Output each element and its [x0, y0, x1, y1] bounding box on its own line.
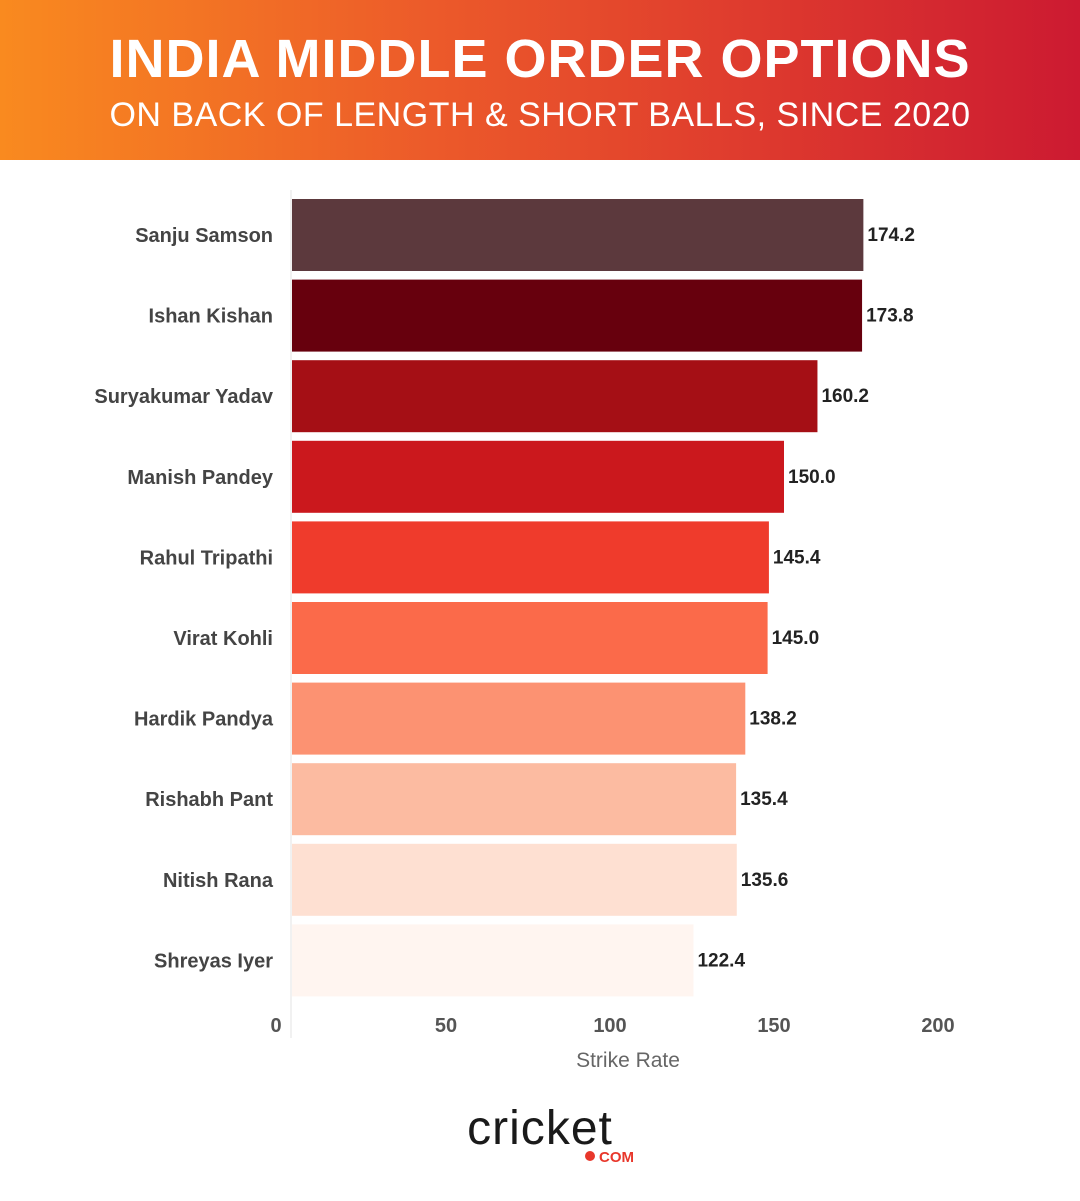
value-label: 160.2	[821, 386, 869, 407]
category-label: Rahul Tripathi	[140, 547, 273, 569]
bar-shreyas-iyer	[292, 924, 694, 997]
category-label: Manish Pandey	[127, 467, 273, 489]
bar-rahul-tripathi	[292, 521, 769, 594]
bar-rishabh-pant	[292, 763, 737, 836]
bar-virat-kohli	[292, 602, 768, 674]
value-label: 145.4	[773, 547, 821, 568]
category-label: Nitish Rana	[163, 870, 274, 892]
category-label: Rishabh Pant	[145, 789, 273, 811]
cricket-com-logo: cricket COM	[467, 1102, 634, 1166]
x-tick-label: 50	[435, 1015, 457, 1037]
bar-sanju-samson	[292, 199, 864, 271]
bar-suryakumar-yadav	[292, 360, 818, 433]
value-label: 135.4	[740, 789, 788, 810]
header-banner: INDIA MIDDLE ORDER OPTIONS ON BACK OF LE…	[0, 0, 1080, 160]
value-label: 135.6	[741, 870, 789, 891]
page-subtitle: ON BACK OF LENGTH & SHORT BALLS, SINCE 2…	[109, 96, 971, 134]
bar-ishan-kishan	[292, 279, 863, 352]
value-label: 150.0	[788, 467, 836, 488]
logo-wordmark: cricket	[467, 1102, 613, 1155]
bar-nitish-rana	[292, 843, 737, 916]
x-tick-labels: 0 50 100 150 200	[270, 1015, 954, 1037]
category-label: Suryakumar Yadav	[94, 386, 274, 408]
logo-dot	[585, 1151, 595, 1161]
category-label: Virat Kohli	[173, 628, 273, 650]
x-tick-label: 150	[757, 1015, 790, 1037]
category-label: Ishan Kishan	[149, 306, 273, 328]
strike-rate-bar-chart: Sanju Samson Ishan Kishan Suryakumar Yadav…	[94, 190, 955, 1072]
value-label: 174.2	[867, 225, 915, 246]
bar-hardik-pandya	[292, 682, 746, 755]
x-tick-label: 200	[921, 1015, 954, 1037]
bar-manish-pandey	[292, 440, 784, 513]
logo-com-text: COM	[599, 1149, 634, 1166]
value-label: 173.8	[866, 306, 914, 327]
x-tick-label: 100	[593, 1015, 626, 1037]
value-label: 145.0	[772, 628, 820, 649]
x-tick-label: 0	[270, 1015, 281, 1037]
page-title: INDIA MIDDLE ORDER OPTIONS	[109, 29, 971, 89]
value-label: 122.4	[697, 950, 745, 971]
value-labels: 174.2 173.8 160.2 150.0 145.4 145.0 138.2 135.4…	[697, 225, 914, 971]
category-label: Sanju Samson	[135, 225, 273, 247]
category-labels: Sanju Samson Ishan Kishan Suryakumar Yadav…	[94, 225, 274, 972]
category-label: Hardik Pandya	[134, 709, 274, 731]
bars-group	[292, 199, 864, 997]
category-label: Shreyas Iyer	[154, 950, 273, 972]
x-axis-title: Strike Rate	[576, 1049, 680, 1072]
value-label: 138.2	[749, 709, 797, 730]
